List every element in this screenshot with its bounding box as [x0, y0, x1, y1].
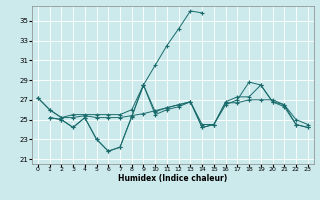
X-axis label: Humidex (Indice chaleur): Humidex (Indice chaleur) — [118, 174, 228, 183]
